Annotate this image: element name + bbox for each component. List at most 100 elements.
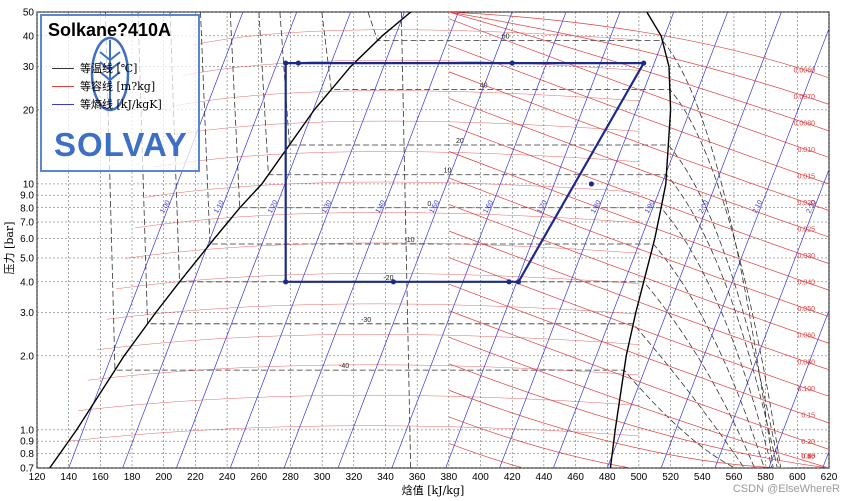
x-tick-label: 240 [219,472,236,483]
watermark: CSDN @ElseWhereR [732,483,840,495]
x-tick-label: 200 [155,472,172,483]
isotherm-label: 10 [444,168,452,175]
y-tick-label: 2.0 [20,351,34,362]
isentrope-line [499,12,675,468]
isotherm-label: 20 [456,138,464,145]
cycle-point [295,60,301,66]
isochore-dome-line [163,120,639,137]
isochore-dome-line [97,334,639,351]
isochore-line [448,12,829,79]
isochore-label: 0.050 [797,306,815,313]
y-axis-label: 压力 [bar] [3,222,16,275]
brand-logo-text: SOLVAY [54,126,188,163]
y-tick-label: 9.0 [20,191,34,202]
isochore-line [448,44,829,185]
isochore-label: 0.030 [797,253,815,260]
x-tick-label: 300 [314,472,331,483]
isentrope-line [553,12,728,468]
x-tick-label: 400 [472,472,489,483]
isochore-line [448,12,829,105]
grid [36,11,830,469]
isentrope-line [283,12,459,468]
x-tick-label: 600 [789,472,806,483]
y-tick-label: 4.0 [20,277,34,288]
cycle-point [588,181,595,187]
isochore-line [448,97,829,238]
isochore-dome-line [116,273,639,290]
y-tick-label: 0.8 [20,449,34,460]
legend-entry-isotherm: 等温线 [℃] [52,60,137,76]
isentrope-line [337,12,513,468]
isochore-label: 0.30 [801,454,815,461]
x-tick-label: 520 [662,472,679,483]
x-tick-label: 460 [567,472,584,483]
isochore-line [448,363,829,468]
x-tick-label: 560 [726,472,743,483]
isochore-dome-line [173,90,639,107]
isochore-line [448,151,829,291]
isochore-line [448,389,829,468]
isotherm-line [229,12,773,468]
y-tick-label: 6.0 [20,234,34,245]
isentrope-line [122,12,298,468]
isochore-label: 0.015 [797,173,815,180]
solvay-logo-icon [90,36,130,112]
isotherm-line [279,12,780,468]
isotherm-line [200,12,765,468]
isochore-label: 0.60 [801,454,815,461]
isentrope-line [445,12,621,468]
x-tick-label: 420 [504,472,521,483]
y-tick-label: 1.0 [20,425,34,436]
isotherm-line [169,12,755,468]
isochore-label: 0.010 [797,147,815,154]
isochore-label: 0.40 [801,454,815,461]
x-tick-label: 480 [599,472,616,483]
isochore-dome-line [68,425,639,442]
x-tick-label: 620 [821,472,838,483]
y-tick-label: 20 [23,105,35,116]
y-tick-label: 40 [23,31,35,42]
x-tick-label: 180 [124,472,141,483]
isochore-line [448,416,829,468]
y-tick-label: 50 [23,8,35,19]
isochore-line [448,71,829,211]
x-tick-label: 220 [187,472,204,483]
isochore-dome-line [125,242,639,259]
cycle-point [515,279,522,285]
isochore-label: 0.040 [797,280,815,287]
legend-label-isochore: 等容线 [m?kg] [80,80,156,93]
x-tick-label: 140 [60,472,77,483]
x-tick-label: 580 [757,472,774,483]
cycle-point [390,279,396,285]
isochore-dome-line [87,364,639,381]
isochore-label: 0.100 [797,386,815,393]
isochore-dome-line [144,181,639,198]
legend-label-isotherm: 等温线 [℃] [80,62,138,75]
y-tick-label: 0.7 [20,464,34,475]
isochore-dome-line [192,29,639,46]
isochore-line [448,310,829,450]
isochore-dome-line [154,151,639,168]
isotherm-label: 60 [502,33,510,40]
cycle-point [283,60,289,66]
isentrope-line [68,12,244,468]
isentrope-line [176,12,351,468]
isentrope-line [714,168,829,468]
x-axis-label: 焓值 [kJ/kg] [402,483,465,497]
isotherm-line [367,12,774,468]
isochore-dome-line [106,303,639,320]
x-tick-label: 360 [409,472,426,483]
y-tick-label: 3.0 [20,308,34,319]
x-tick-label: 380 [440,472,457,483]
isotherm-label: -30 [361,317,371,324]
legend-label-isentrope: 等熵线 [kJ/kgK] [80,98,162,111]
saturated-vapor-line [609,12,672,468]
x-tick-label: 500 [631,472,648,483]
isochore-label: 0.020 [797,200,815,207]
isochore-line [448,124,829,264]
isochore-label: 0.0060 [794,67,816,74]
y-tick-label: 7.0 [20,218,34,229]
isochore-line [448,442,829,468]
cycle-point [283,279,289,285]
isentrope-line [606,12,782,468]
